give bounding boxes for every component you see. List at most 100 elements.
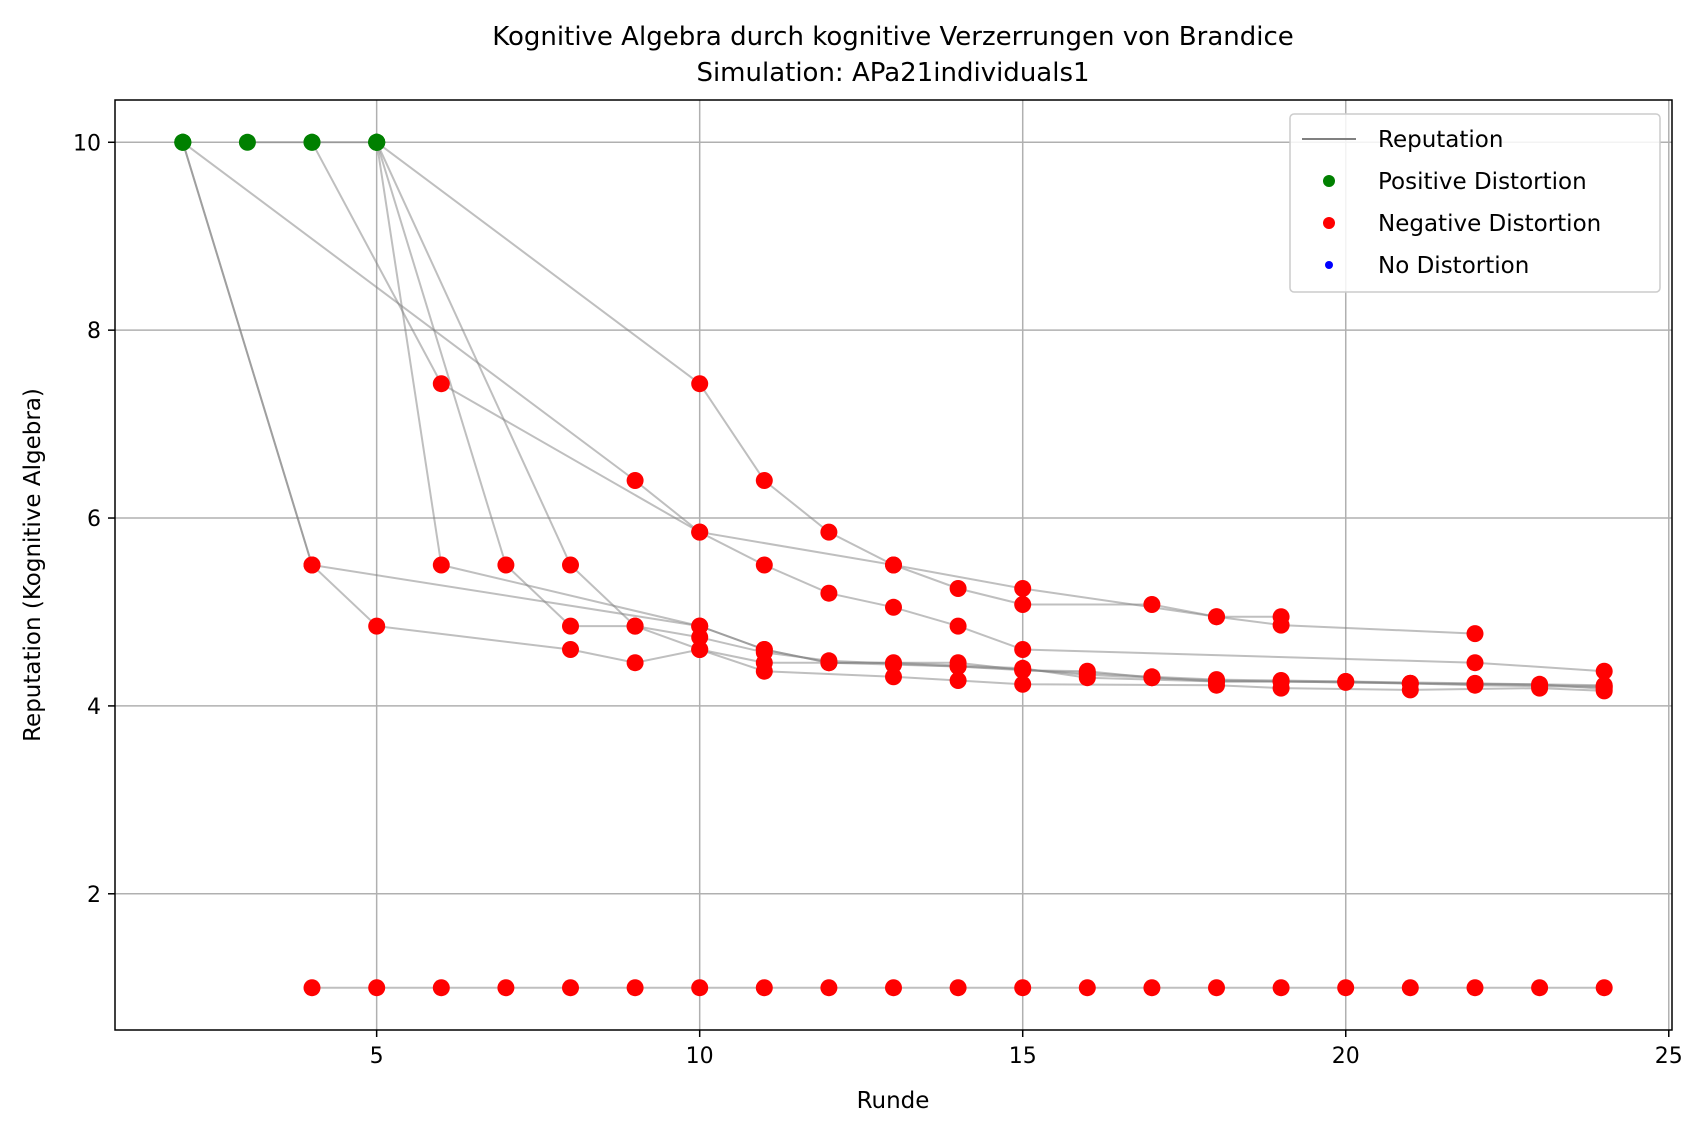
negative-distortion-point (562, 979, 579, 997)
chart-subtitle: Simulation: APa21individuals1 (696, 58, 1089, 88)
negative-distortion-point (949, 672, 967, 689)
negative-distortion-point (885, 668, 902, 686)
negative-distortion-point (626, 617, 644, 635)
positive-distortion-point (174, 133, 192, 151)
negative-distortion-point (368, 617, 386, 635)
reputation-line (375, 141, 1605, 688)
negative-distortion-point (368, 979, 386, 997)
plot-area-frame (114, 99, 1673, 1031)
negative-distortion-point (562, 617, 579, 635)
negative-distortion-point (885, 655, 902, 673)
negative-distortion-point (820, 979, 838, 997)
negative-distortion-point (755, 979, 773, 997)
negative-distortion-point (562, 641, 579, 658)
negative-distortion-point (432, 979, 450, 997)
negative-distortion-point (303, 979, 321, 997)
negative-distortion-point (949, 979, 967, 997)
y-axis-label: Reputation (Kognitive Algebra) (20, 388, 46, 742)
y-tick-label: 6 (87, 507, 101, 532)
negative-distortion-point (1466, 979, 1484, 997)
negative-distortion-point (1272, 979, 1290, 997)
positive-distortion-point (303, 133, 321, 151)
legend-marker-positive (1323, 175, 1335, 187)
negative-distortion-point (1014, 660, 1032, 678)
positive-distortion-point (368, 133, 386, 151)
legend-label-positive: Positive Distortion (1378, 169, 1587, 195)
negative-distortion-point (1078, 979, 1096, 997)
legend-label-negative: Negative Distortion (1378, 211, 1601, 237)
negative-distortion-point (626, 654, 644, 672)
negative-distortion-point (885, 598, 902, 616)
negative-distortion-point (691, 641, 709, 658)
x-tick-label: 15 (1009, 1044, 1037, 1069)
negative-distortion-point (1143, 979, 1161, 997)
negative-distortion-point (820, 584, 838, 602)
negative-distortion-point (432, 556, 450, 574)
negative-distortion-point (1595, 979, 1613, 997)
reputation-line (182, 141, 1605, 673)
negative-distortion-point (497, 556, 515, 574)
negative-distortion-point (1272, 673, 1290, 690)
y-tick-label: 2 (87, 883, 101, 908)
negative-distortion-point (1272, 608, 1290, 626)
positive-distortion-point (238, 133, 256, 151)
negative-distortion-point (691, 523, 709, 541)
negative-distortion-point (1014, 641, 1032, 658)
data-points (174, 133, 1613, 997)
legend-label-reputation: Reputation (1378, 127, 1503, 153)
negative-distortion-point (949, 658, 967, 675)
negative-distortion-point (1337, 673, 1355, 691)
negative-distortion-point (1143, 596, 1161, 613)
legend-frame (1289, 113, 1661, 293)
negative-distortion-point (949, 580, 967, 597)
negative-distortion-point (1595, 662, 1613, 680)
negative-distortion-point (1208, 979, 1225, 997)
negative-distortion-point (1531, 979, 1549, 997)
y-tick-label: 8 (87, 319, 101, 344)
legend: Reputation Positive Distortion Negative … (1289, 113, 1661, 293)
negative-distortion-point (691, 979, 709, 997)
negative-distortion-point (1401, 979, 1419, 997)
axis-ticks: 5 10 15 20 25 2 4 6 8 10 (73, 131, 1683, 1069)
negative-distortion-point (1401, 674, 1419, 692)
negative-distortion-point (691, 375, 709, 393)
legend-marker-negative (1323, 217, 1335, 229)
negative-distortion-point (1208, 608, 1225, 626)
x-tick-label: 20 (1332, 1044, 1360, 1069)
negative-distortion-point (497, 979, 515, 997)
x-tick-label: 25 (1655, 1044, 1683, 1069)
y-tick-label: 10 (73, 131, 101, 156)
x-tick-label: 10 (686, 1044, 714, 1069)
negative-distortion-point (949, 617, 967, 635)
negative-distortion-point (626, 979, 644, 997)
negative-distortion-point (1531, 676, 1549, 694)
negative-distortion-point (691, 628, 709, 646)
negative-distortion-point (1337, 979, 1355, 997)
negative-distortion-point (820, 523, 838, 541)
negative-distortion-point (1466, 675, 1484, 693)
negative-distortion-point (1014, 675, 1032, 693)
x-tick-label: 5 (370, 1044, 384, 1069)
negative-distortion-point (303, 556, 321, 574)
negative-distortion-point (755, 472, 773, 489)
negative-distortion-point (1014, 580, 1032, 597)
legend-marker-none (1325, 261, 1333, 269)
legend-label-none: No Distortion (1378, 253, 1529, 279)
negative-distortion-point (820, 652, 838, 670)
negative-distortion-point (1466, 654, 1484, 672)
negative-distortion-point (755, 556, 773, 574)
negative-distortion-point (1078, 666, 1096, 684)
negative-distortion-point (885, 979, 902, 997)
x-axis-label: Runde (857, 1088, 930, 1114)
negative-distortion-point (626, 472, 644, 489)
negative-distortion-point (1143, 669, 1161, 687)
negative-distortion-point (562, 556, 579, 574)
chart-title: Kognitive Algebra durch kognitive Verzer… (492, 22, 1294, 52)
y-tick-label: 4 (87, 695, 101, 720)
negative-distortion-point (1595, 677, 1613, 695)
negative-distortion-point (432, 375, 450, 393)
negative-distortion-point (755, 643, 773, 661)
negative-distortion-point (1466, 625, 1484, 643)
